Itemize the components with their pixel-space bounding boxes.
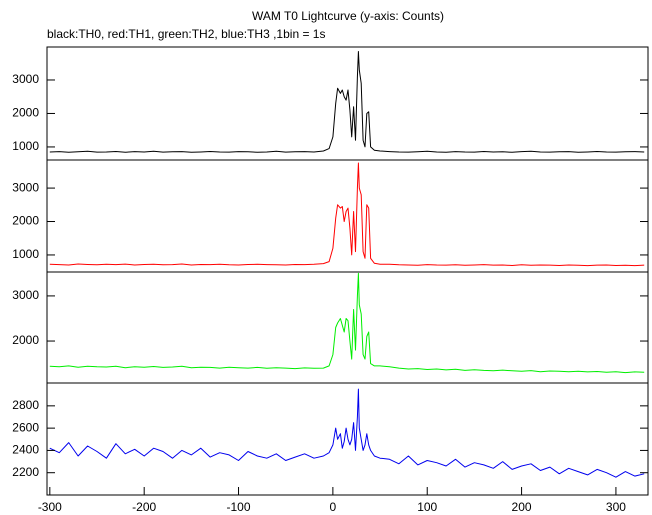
panel-frame xyxy=(46,271,649,384)
y-tick-label: 3000 xyxy=(12,180,39,194)
y-tick-label: 2000 xyxy=(12,214,39,228)
x-tick-label: -200 xyxy=(132,500,156,514)
y-tick-label: 3000 xyxy=(12,288,39,302)
y-tick-label: 2600 xyxy=(12,420,39,434)
panel-frame xyxy=(46,159,649,273)
light-curve xyxy=(49,51,645,153)
light-curve xyxy=(49,162,645,267)
y-tick-label: 3000 xyxy=(12,72,39,86)
y-tick-label: 2400 xyxy=(12,443,39,457)
x-tick-label: 100 xyxy=(417,500,437,514)
x-tick-label: 200 xyxy=(512,500,532,514)
x-tick-label: -300 xyxy=(38,500,62,514)
x-tick-label: 300 xyxy=(606,500,626,514)
light-curve xyxy=(49,272,645,374)
y-tick-label: 1000 xyxy=(12,247,39,261)
chart-subtitle: black:TH0, red:TH1, green:TH2, blue:TH3 … xyxy=(47,27,325,41)
y-tick-label: 1000 xyxy=(12,139,39,153)
chart-title: WAM T0 Lightcurve (y-axis: Counts) xyxy=(252,9,444,23)
x-tick-label: -100 xyxy=(227,500,251,514)
panel-frame xyxy=(46,46,649,161)
y-tick-label: 2000 xyxy=(12,106,39,120)
light-curve xyxy=(49,388,645,478)
x-tick-label: 0 xyxy=(330,500,337,514)
panel-frame xyxy=(46,382,649,496)
y-tick-label: 2200 xyxy=(12,465,39,479)
y-tick-label: 2800 xyxy=(12,398,39,412)
y-tick-label: 2000 xyxy=(12,333,39,347)
